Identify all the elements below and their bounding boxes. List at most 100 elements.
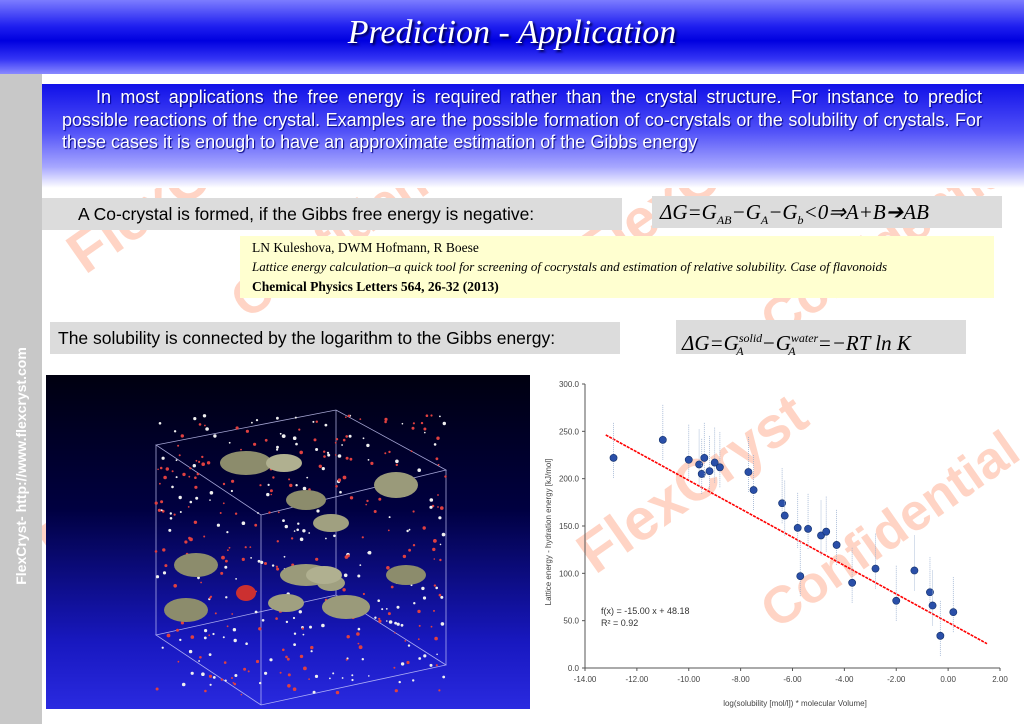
chart-point: [822, 527, 831, 536]
water-atom: [387, 612, 391, 616]
water-atom: [438, 689, 441, 692]
water-atom: [220, 571, 224, 575]
water-atom: [394, 689, 398, 693]
chart-point: [715, 463, 724, 472]
water-atom: [299, 654, 304, 659]
reference-title: Lattice energy calculation–a quick tool …: [252, 259, 888, 274]
reference-journal: Chemical Physics Letters 564, 26-32 (201…: [252, 279, 499, 294]
water-atom: [309, 625, 312, 629]
water-atom: [255, 419, 259, 422]
water-atom: [341, 444, 343, 446]
water-atom: [176, 628, 179, 632]
chart-point: [684, 455, 693, 464]
water-atom: [290, 537, 294, 540]
water-atom: [279, 432, 282, 435]
water-atom: [169, 517, 173, 520]
water-atom: [435, 586, 439, 590]
water-atom: [302, 486, 307, 491]
water-atom: [276, 445, 279, 449]
water-atom: [212, 676, 216, 679]
water-atom: [437, 463, 440, 466]
water-atom: [203, 636, 207, 640]
water-atom: [421, 586, 425, 591]
water-atom: [160, 509, 163, 512]
water-atom: [209, 683, 212, 686]
water-atom: [429, 505, 433, 509]
water-atom: [387, 529, 390, 532]
water-atom: [208, 674, 213, 678]
water-atom: [171, 485, 174, 489]
water-atom: [251, 421, 253, 424]
water-atom: [264, 671, 268, 675]
water-atom: [321, 623, 325, 628]
water-atom: [189, 500, 193, 504]
water-atom: [222, 502, 225, 505]
water-atom: [201, 455, 204, 459]
sidebar-url-text[interactable]: FlexCryst- http://www.flexcryst.com: [13, 347, 29, 585]
solubility-statement-box: The solubility is connected by the logar…: [50, 322, 620, 354]
water-atom: [337, 454, 342, 458]
water-atom: [283, 555, 286, 558]
water-atom: [209, 491, 214, 495]
water-atom: [245, 642, 248, 645]
water-atom: [162, 548, 166, 552]
water-atom: [346, 554, 350, 558]
water-atom: [243, 667, 247, 671]
water-atom: [432, 547, 436, 552]
water-atom: [349, 457, 353, 461]
water-atom: [199, 656, 202, 659]
chart-point: [793, 523, 802, 532]
cocrystal-statement: A Co-crystal is formed, if the Gibbs fre…: [78, 204, 535, 224]
water-atom: [287, 673, 291, 677]
water-atom: [228, 441, 231, 444]
water-atom: [190, 635, 195, 639]
water-atom: [370, 461, 374, 465]
water-atom: [351, 674, 354, 677]
water-atom: [198, 660, 201, 662]
water-atom: [253, 442, 257, 446]
water-atom: [288, 478, 291, 481]
simulation-svg: [154, 409, 448, 706]
water-atom: [349, 496, 354, 500]
water-atom: [306, 476, 309, 479]
water-atom: [264, 562, 267, 565]
water-atom: [201, 462, 205, 466]
water-atom: [298, 428, 301, 431]
water-atom: [216, 523, 220, 527]
water-atom: [335, 438, 339, 441]
water-atom: [165, 467, 169, 471]
water-atom: [335, 690, 340, 695]
chart-point: [804, 524, 812, 533]
water-atom: [400, 662, 405, 666]
water-atom: [222, 636, 225, 639]
water-atom: [188, 475, 191, 478]
water-atom: [258, 627, 262, 631]
water-atom: [362, 592, 365, 596]
water-atom: [257, 559, 261, 563]
chart-x-axis-label: log(solubility [mol/l]) * molecular Volu…: [723, 699, 867, 708]
water-atom: [213, 434, 217, 438]
chart-point: [695, 460, 704, 469]
water-atom: [408, 528, 411, 531]
water-atom: [435, 664, 438, 667]
water-atom: [222, 482, 226, 486]
water-atom: [429, 663, 433, 667]
chart-point: [658, 435, 667, 444]
water-atom: [201, 672, 205, 676]
water-atom: [356, 632, 360, 636]
chart-point: [817, 531, 825, 540]
water-atom: [410, 450, 413, 453]
water-atom: [292, 436, 297, 440]
water-atom: [293, 643, 296, 646]
simulation-box-image: [46, 375, 530, 709]
water-atom: [250, 557, 253, 559]
water-atom: [343, 573, 348, 578]
water-atom: [188, 536, 191, 540]
water-atom: [423, 654, 427, 658]
water-atom: [335, 485, 338, 488]
water-atom: [345, 416, 347, 418]
water-atom: [181, 682, 186, 687]
water-atom: [361, 658, 364, 661]
water-atom: [260, 560, 264, 564]
water-atom: [299, 450, 303, 455]
